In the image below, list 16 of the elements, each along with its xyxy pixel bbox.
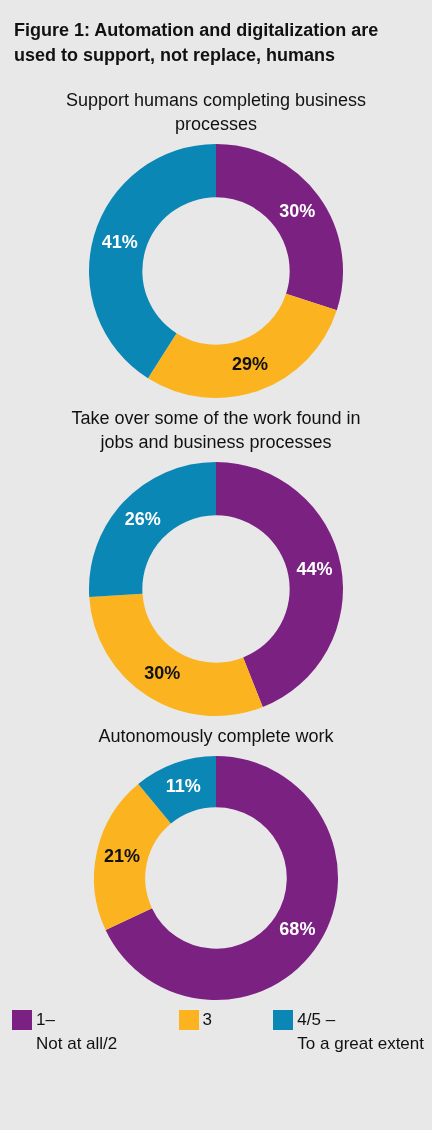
data-label: 44% [296,559,333,580]
data-label: 21% [103,845,140,866]
chart-title: Figure 1: Automation and digitalization are used to support, not replace, humans [13,19,380,67]
legend-label: 3 [202,1009,213,1031]
data-label: 30% [144,662,181,683]
data-label: 29% [231,354,268,375]
data-label: 11% [165,776,201,797]
data-label: 26% [124,509,161,530]
data-label: 41% [101,231,138,252]
data-label: 68% [279,918,316,939]
legend-label: 4/5 – To a great extent [297,1009,424,1055]
legend-label: 1– Not at all/2 [36,1009,118,1055]
data-label: 30% [279,201,316,221]
chart-title: Take over some of the work found in jobs and business processes [70,407,362,454]
chart-subtitle: Support humans completing business processes [64,89,368,136]
chart-title: Autonomously complete work [97,725,335,748]
